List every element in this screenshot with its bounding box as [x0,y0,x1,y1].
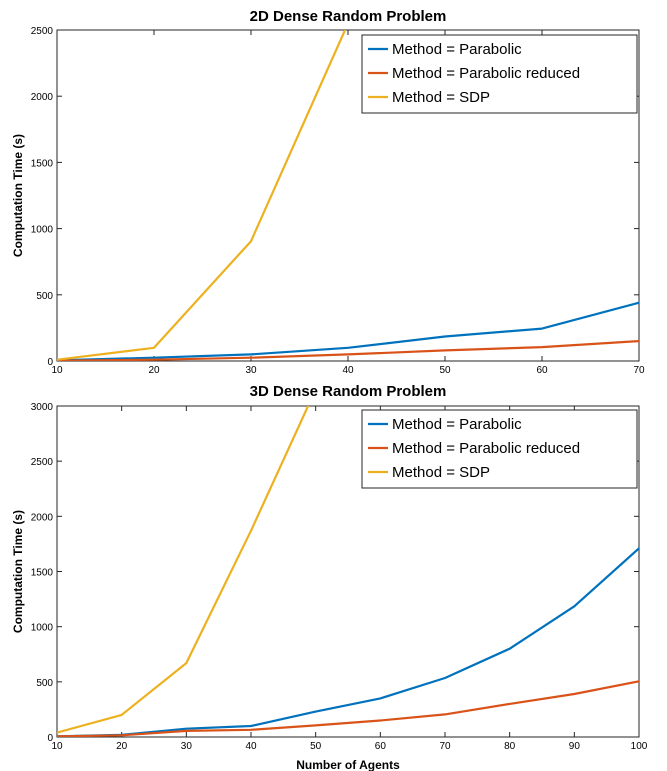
chart-3d-dense-random-problem: 10 20 30 40 50 60 70 80 90 1000500100015002000250… [11,383,648,771]
y-tick-label: 1000 [31,623,54,634]
y-tick-label: 2500 [31,457,54,468]
x-tick-label: 20 [148,365,160,376]
x-tick-label: 10 [51,741,63,752]
x-tick-label: 40 [342,365,354,376]
x-tick-label: 100 [631,741,648,752]
x-tick-label: 40 [245,741,257,752]
x-axis-label: Number of Agents [296,758,400,771]
y-tick-label: 0 [47,357,53,368]
x-tick-label: 10 [51,365,63,376]
x-tick-label: 90 [569,741,581,752]
series-line-1 [57,301,639,361]
legend-entry: Method = Parabolic [392,41,522,58]
y-tick-label: 500 [36,678,53,689]
legend-box [361,409,638,489]
series-line-3 [57,30,347,361]
legend: Method = Parabolic Method = Parabolic red… [361,409,638,489]
series-line-1 [57,547,639,737]
x-tick-label: 80 [504,741,516,752]
chart-title: 3D Dense Random Problem [250,383,447,400]
y-tick-label: 1500 [31,158,54,169]
y-tick-label: 1500 [31,568,54,579]
legend: Method = Parabolic Method = Parabolic red… [361,34,638,114]
legend-entry: Method = Parabolic reduced [392,440,580,457]
chart-title: 2D Dense Random Problem [250,8,447,25]
x-tick-label: 70 [633,365,645,376]
x-tick-label: 30 [181,741,193,752]
series-line-2 [57,680,639,737]
y-tick-label: 2500 [31,26,54,37]
y-tick-label: 0 [47,733,53,744]
series-lines [57,30,639,361]
legend-entry: Method = Parabolic reduced [392,65,580,82]
y-axis-label: Computation Time (s) [11,134,25,257]
chart-2d-dense-random-problem: 10 20 30 40 50 60 70 0 500 1000 1500 2000 2500 2D Den… [11,8,645,376]
y-tick-label: 2000 [31,512,54,523]
x-tick-label: 50 [439,365,451,376]
series-lines [57,406,639,737]
series-line-3 [57,406,310,734]
series-line-2 [57,340,639,361]
legend-box [361,34,638,114]
x-tick-label: 50 [310,741,322,752]
y-axis-label: Computation Time (s) [11,510,25,633]
x-tick-label: 60 [536,365,548,376]
y-tick-label: 500 [36,291,53,302]
legend-entry: Method = Parabolic [392,416,522,433]
x-tick-label: 60 [375,741,387,752]
x-tick-label: 20 [116,741,128,752]
y-tick-label: 3000 [31,402,54,413]
y-tick-label: 1000 [31,225,54,236]
x-tick-label: 30 [245,365,257,376]
y-tick-label: 2000 [31,92,54,103]
legend-entry: Method = SDP [392,464,490,481]
x-tick-label: 70 [439,741,451,752]
legend-entry: Method = SDP [392,89,490,106]
